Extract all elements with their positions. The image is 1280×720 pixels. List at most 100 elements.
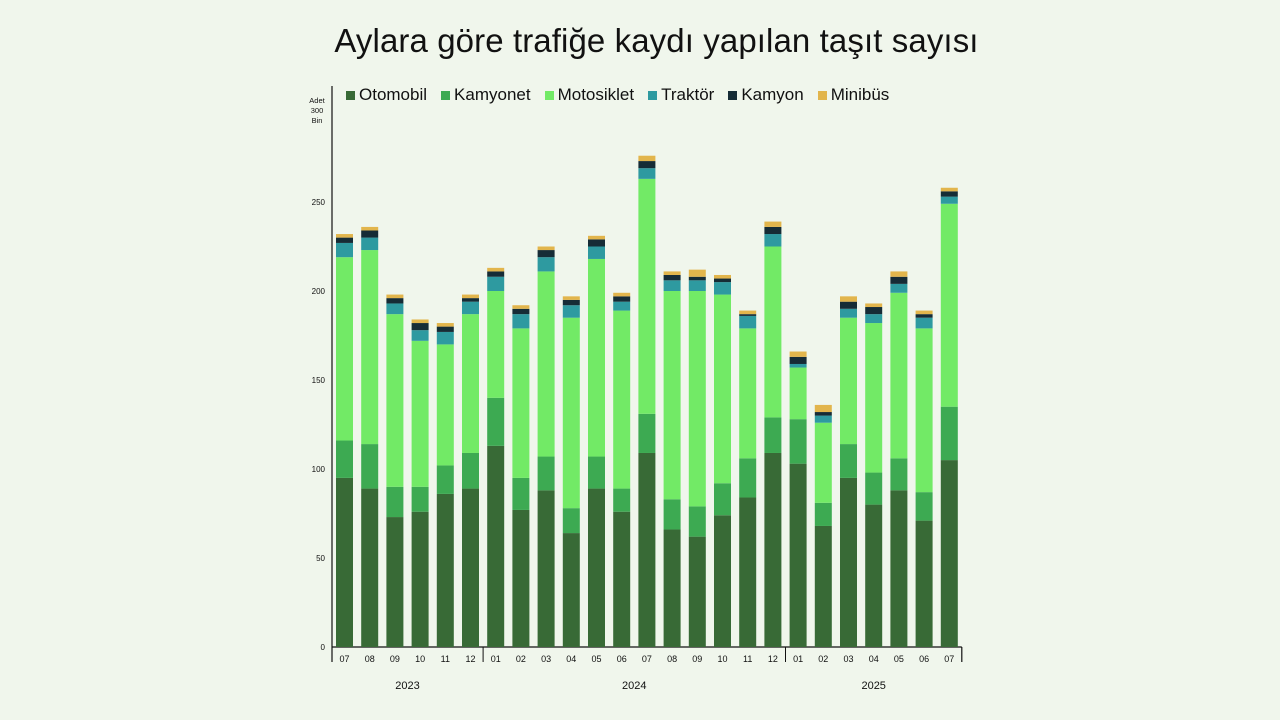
bar-segment-kamyon [411, 323, 429, 331]
x-tick-label: 10 [717, 654, 727, 664]
bar-segment-traktör [512, 314, 530, 329]
bar-segment-minibüs [915, 310, 933, 315]
bar-segment-traktör [537, 257, 555, 272]
legend-item: Minibüs [817, 85, 890, 105]
y-tick-label: 250 [312, 198, 326, 207]
bar-segment-minibüs [739, 310, 757, 315]
bar-segment-otomobil [588, 488, 605, 647]
bar-segment-otomobil [462, 488, 479, 647]
bar-segment-otomobil [865, 504, 883, 647]
bar-segment-minibüs [562, 296, 580, 300]
bar-segment-motosiklet [411, 340, 429, 487]
bar-segment-minibüs [890, 271, 908, 277]
y-axis-unit-label: Adet 300 Bin [302, 96, 332, 126]
legend-swatch [544, 90, 554, 100]
bar-segment-minibüs [512, 305, 530, 309]
bar-segment-motosiklet [663, 291, 681, 500]
x-tick-label: 07 [339, 654, 349, 664]
bar-segment-traktör [814, 415, 832, 423]
bar-segment-minibüs [688, 269, 706, 277]
legend-item: Kamyonet [441, 85, 531, 105]
bar-segment-motosiklet [840, 317, 857, 445]
bar-segment-kamyonet [840, 444, 857, 478]
bar-segment-minibüs [865, 303, 883, 308]
bar-segment-traktör [411, 330, 429, 341]
bar-segment-minibüs [814, 404, 832, 413]
bar-segment-otomobil [386, 517, 404, 647]
bar-segment-traktör [562, 305, 580, 318]
bar-segment-kamyon [714, 278, 731, 283]
y-tick-label: 150 [312, 376, 326, 385]
bar-segment-motosiklet [462, 314, 479, 453]
x-tick-label: 05 [894, 654, 904, 664]
bar-segment-kamyonet [890, 458, 908, 491]
x-tick-label: 11 [441, 654, 450, 664]
bar-segment-kamyon [940, 191, 958, 197]
legend-label: Minibüs [830, 85, 890, 104]
bar-segment-minibüs [613, 292, 631, 297]
x-tick-label: 02 [516, 654, 526, 664]
bar-segment-motosiklet [588, 258, 605, 457]
bar-segment-otomobil [562, 533, 580, 647]
bar-segment-motosiklet [915, 328, 933, 493]
bar-segment-kamyon [814, 412, 832, 416]
bar-segment-motosiklet [688, 291, 706, 507]
bar-segment-traktör [688, 280, 706, 291]
chart-title: Aylara göre trafiğe kaydı yapılan taşıt … [334, 22, 979, 59]
bar-segment-otomobil [789, 463, 807, 647]
bar-segment-otomobil [436, 493, 454, 647]
bar-segment-kamyonet [562, 508, 580, 534]
bar-segment-motosiklet [814, 422, 832, 503]
bar-segment-motosiklet [537, 271, 555, 457]
bar-segment-traktör [361, 237, 379, 251]
bar-segment-minibüs [663, 271, 681, 275]
x-tick-label: 01 [793, 654, 803, 664]
x-tick-label: 05 [591, 654, 601, 664]
legend-swatch [346, 90, 355, 100]
bar-segment-traktör [386, 303, 404, 315]
bar-segment-motosiklet [487, 291, 505, 398]
bar-segment-kamyon [638, 161, 656, 169]
bar-segment-motosiklet [739, 328, 757, 459]
x-tick-label: 02 [818, 654, 828, 664]
bar-segment-kamyonet [764, 417, 782, 453]
unit-label-line: Bin [311, 116, 323, 125]
bar-segment-kamyonet [865, 472, 883, 505]
y-tick-label: 0 [321, 643, 326, 652]
legend-swatch [648, 90, 658, 100]
legend-label: Traktör [661, 85, 715, 104]
bar-segment-kamyon [537, 250, 555, 258]
y-tick-label: 50 [316, 554, 325, 563]
x-tick-label: 12 [768, 654, 778, 664]
x-tick-label: 11 [743, 654, 752, 664]
bar-segment-minibüs [789, 351, 807, 357]
x-tick-label: 09 [390, 654, 400, 664]
bar-segment-minibüs [764, 221, 782, 227]
bar-segment-motosiklet [436, 344, 454, 466]
bar-segment-kamyonet [361, 444, 379, 489]
bar-segment-otomobil [688, 536, 706, 647]
bar-segment-otomobil [537, 490, 555, 647]
bar-segment-otomobil [663, 529, 681, 647]
bar-segment-minibüs [487, 267, 505, 272]
bar-segment-kamyonet [436, 465, 454, 494]
bar-segment-kamyonet [940, 406, 958, 461]
legend-label: Kamyon [741, 85, 804, 104]
bar-segment-kamyonet [462, 452, 479, 489]
bar-segment-kamyon [890, 276, 908, 284]
legend-swatch [817, 90, 827, 100]
x-tick-label: 12 [465, 654, 475, 664]
bar-segment-minibüs [537, 246, 555, 251]
bar-segment-kamyonet [915, 492, 933, 521]
x-tick-label: 04 [869, 654, 879, 664]
x-tick-label: 06 [617, 654, 627, 664]
bar-segment-kamyon [789, 356, 807, 364]
bar-segment-otomobil [336, 477, 353, 647]
x-tick-label: 06 [919, 654, 929, 664]
x-tick-label: 08 [365, 654, 375, 664]
legend-label: Otomobil [359, 85, 428, 104]
bar-segment-kamyonet [663, 499, 681, 530]
bar-segment-kamyon [764, 226, 782, 235]
bar-segment-kamyonet [739, 458, 757, 498]
bar-segment-kamyonet [537, 456, 555, 491]
